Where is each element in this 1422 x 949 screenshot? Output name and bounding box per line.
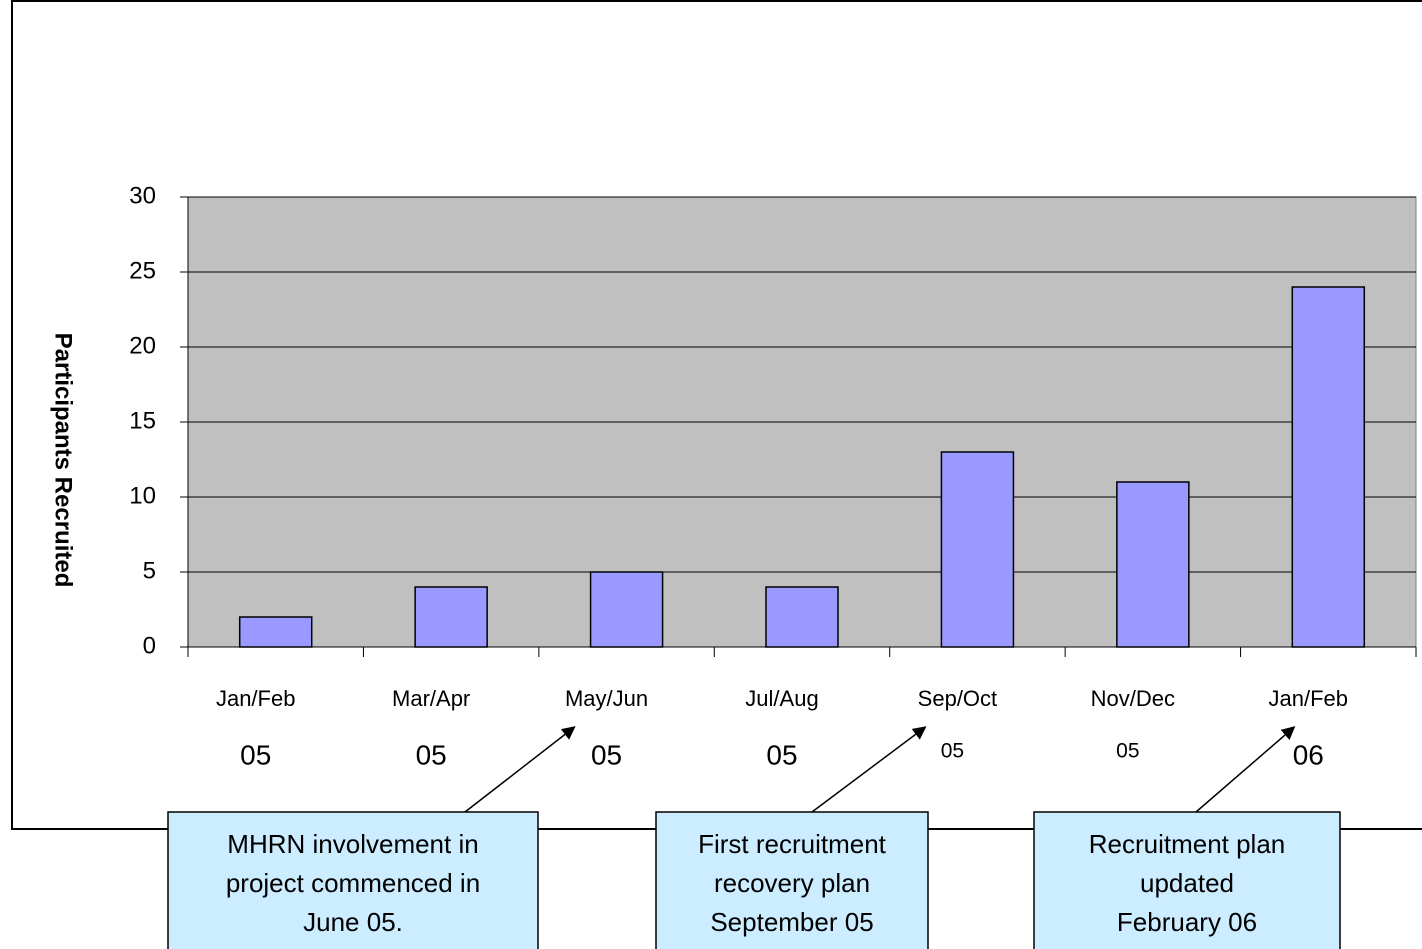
annotation-arrow <box>811 726 927 813</box>
x-tick-label-year: 05 <box>766 739 797 770</box>
y-tick-label: 25 <box>129 257 156 284</box>
x-tick-label: Jan/Feb <box>1269 686 1349 711</box>
annotation-arrow <box>1195 726 1296 813</box>
bar <box>589 571 664 648</box>
x-tick-label-year: 05 <box>240 739 271 770</box>
bar <box>1116 481 1190 648</box>
annotation-text: MHRN involvement in <box>227 829 478 859</box>
annotation-box <box>167 811 539 949</box>
bar <box>940 451 1015 648</box>
y-tick-label: 0 <box>143 632 156 659</box>
annotation-box <box>655 811 929 949</box>
y-tick-label: 5 <box>143 557 156 584</box>
y-tick-label: 15 <box>129 407 156 434</box>
annotation-text: Recruitment plan <box>1089 829 1286 859</box>
bar <box>1291 286 1366 648</box>
x-tick-label: Nov/Dec <box>1091 686 1175 711</box>
annotation-text: project commenced in <box>226 868 480 898</box>
bar <box>414 586 488 648</box>
x-tick-label: Jan/Feb <box>216 686 296 711</box>
annotation-text: September 05 <box>710 907 873 937</box>
y-tick-label: 30 <box>129 182 156 209</box>
annotation-arrow <box>464 726 576 813</box>
annotation-text: First recruitment <box>698 829 887 859</box>
x-tick-label: Mar/Apr <box>392 686 470 711</box>
annotation-text: June 05. <box>303 907 403 937</box>
y-tick-label: 10 <box>129 482 156 509</box>
x-tick-label: May/Jun <box>565 686 648 711</box>
x-tick-label-year: 05 <box>416 739 447 770</box>
x-tick-label-year: 05 <box>591 739 622 770</box>
x-tick-label-year: 05 <box>1116 740 1139 763</box>
annotation-box <box>1033 811 1341 949</box>
bar <box>238 616 313 648</box>
annotation-text: updated <box>1140 868 1234 898</box>
x-tick-label-year: 06 <box>1293 739 1324 770</box>
annotation-text: February 06 <box>1117 907 1257 937</box>
y-tick-label: 20 <box>129 332 156 359</box>
x-tick-label: Sep/Oct <box>918 686 997 711</box>
y-axis-label: Participants Recruited <box>50 333 77 588</box>
bar <box>765 586 839 648</box>
annotation-text: recovery plan <box>714 868 870 898</box>
x-tick-label: Jul/Aug <box>745 686 818 711</box>
x-tick-label-year: 05 <box>941 740 964 763</box>
